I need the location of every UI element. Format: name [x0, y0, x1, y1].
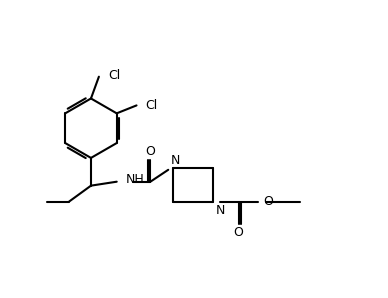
- Text: NH: NH: [126, 173, 144, 186]
- Text: Cl: Cl: [108, 69, 120, 82]
- Text: O: O: [146, 145, 155, 159]
- Text: O: O: [263, 195, 273, 208]
- Text: O: O: [234, 226, 244, 239]
- Text: Cl: Cl: [146, 99, 158, 112]
- Text: N: N: [171, 154, 180, 167]
- Text: N: N: [216, 204, 225, 218]
